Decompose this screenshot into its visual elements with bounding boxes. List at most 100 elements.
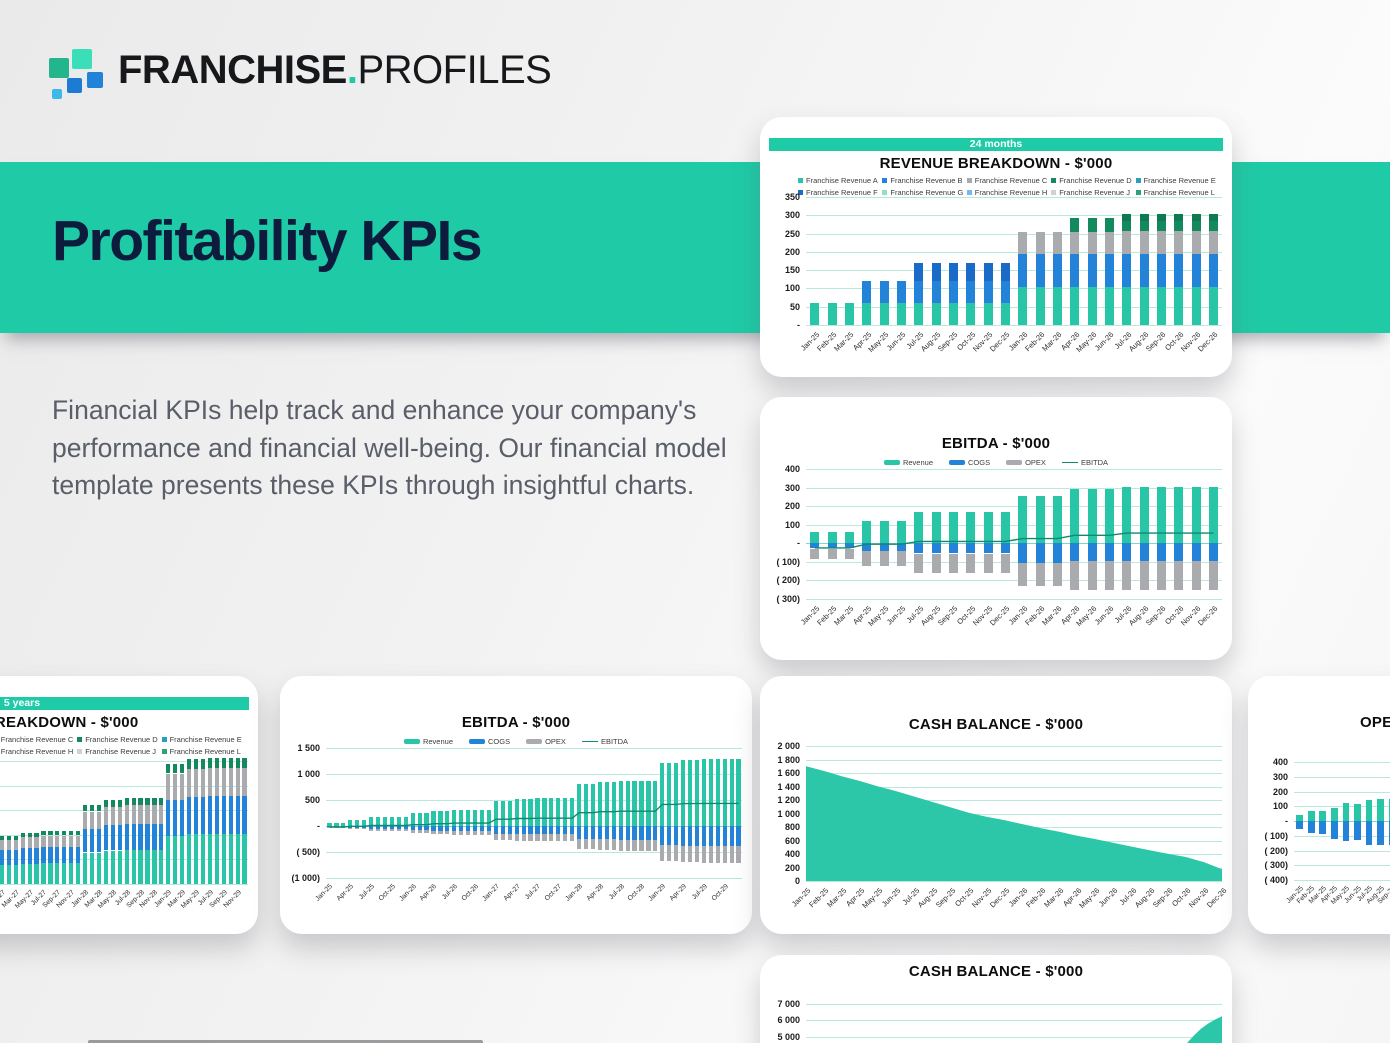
legend-label: Franchise Revenue L	[1143, 188, 1215, 197]
bar-segment	[1018, 543, 1028, 563]
bar-segment	[948, 303, 958, 325]
legend-marker	[949, 460, 965, 465]
bar-segment	[1035, 562, 1045, 586]
y-tick-label: 200	[784, 501, 800, 512]
bar-segment	[948, 281, 958, 303]
bar-segment	[611, 781, 616, 826]
chart-plot: 400 300 200 100-( 100)( 200)( 300)( 400) Jan…	[1264, 757, 1390, 906]
bar-segment	[69, 847, 74, 863]
bar-segment	[389, 828, 394, 831]
bar-segment	[207, 833, 212, 884]
gridline	[806, 813, 1222, 815]
bar-segment	[896, 543, 906, 551]
y-tick-label: 400	[784, 464, 800, 474]
y-tick-label: 400	[1272, 757, 1288, 767]
bar-segment	[479, 826, 485, 831]
legend-label: Franchise Revenue J	[1059, 188, 1131, 197]
bar-segment	[646, 780, 651, 826]
bar-segment	[221, 833, 226, 884]
bar-segment	[1122, 560, 1132, 590]
bar-segment	[528, 799, 533, 826]
bar-segment	[89, 852, 95, 884]
bar-segment	[207, 758, 212, 768]
bar-segment	[131, 798, 136, 806]
bar-segment	[193, 834, 199, 884]
bar-segment	[124, 824, 129, 850]
gridline	[806, 288, 1222, 290]
gridline	[1294, 776, 1390, 778]
bar-segment	[228, 833, 233, 884]
bar-segment	[138, 798, 143, 806]
y-tick-label: 200	[1272, 786, 1288, 797]
legend-label: Franchise Revenue D	[85, 735, 158, 744]
bar-segment	[556, 798, 561, 826]
bar-segment	[382, 817, 388, 826]
bar-segment	[983, 511, 993, 544]
bar-segment	[687, 845, 693, 863]
bar-segment	[708, 846, 713, 863]
bar-segment	[173, 836, 178, 884]
bar-segment	[89, 805, 95, 812]
bar-segment	[1087, 560, 1097, 590]
bar-segment	[355, 819, 360, 826]
legend-item: COGS	[949, 458, 990, 467]
bar-segment	[459, 810, 464, 826]
gridline	[0, 859, 248, 861]
legend-label: Franchise Revenue C	[0, 735, 74, 744]
legend-label: Franchise Revenue C	[974, 176, 1048, 185]
bar-segment	[117, 850, 122, 884]
bar-segment	[810, 543, 820, 549]
bar-segment	[1000, 281, 1010, 303]
bar-segment	[362, 827, 367, 830]
period-badge: 5 years	[0, 697, 249, 710]
bar-segment	[186, 834, 192, 884]
bar-segment	[722, 759, 727, 826]
y-tick-label: 300	[784, 482, 800, 493]
bar-segment	[327, 822, 332, 826]
bar-segment	[862, 303, 872, 325]
bar-segment	[228, 768, 233, 796]
bar-segment	[844, 532, 854, 544]
bar-segment	[914, 303, 924, 325]
y-tick-label: 100	[1272, 801, 1288, 812]
bar-segment	[348, 827, 353, 830]
bar-segment	[355, 827, 360, 830]
bar-segment	[521, 834, 526, 841]
bar-segment	[438, 830, 443, 835]
bar-segment	[1191, 543, 1201, 561]
bar-segment	[214, 833, 219, 884]
bar-segment	[41, 847, 46, 863]
legend-label: Franchise Revenue H	[974, 188, 1048, 197]
bar-segment	[82, 805, 88, 812]
bar-segment	[535, 826, 540, 835]
bar-segment	[708, 826, 713, 846]
bar-segment	[687, 760, 693, 826]
bar-segment	[1296, 815, 1304, 821]
bar-segment	[27, 848, 32, 864]
bar-segment	[186, 759, 192, 769]
y-tick-label: ( 400)	[1264, 875, 1288, 885]
bar-segment	[242, 833, 247, 884]
bar-segment	[235, 833, 240, 884]
bar-segment	[611, 839, 616, 851]
bar-segment	[966, 262, 976, 282]
y-tick-label: 1 500	[297, 743, 320, 753]
bar-segment	[1191, 486, 1201, 544]
y-tick-label: 1 000	[777, 808, 800, 819]
y-tick-label: 5 000	[777, 1032, 800, 1043]
legend-item: Revenue	[403, 737, 453, 746]
bar-segment	[166, 799, 171, 836]
bar-segment	[1018, 562, 1028, 586]
bar-segment	[341, 822, 346, 826]
bar-segment	[1087, 543, 1097, 561]
bar-segment	[221, 768, 226, 796]
logo-square-teal	[72, 49, 92, 69]
bar-segment	[535, 834, 540, 842]
bar-segment	[948, 262, 958, 282]
legend-item: OPEX	[1006, 458, 1046, 467]
bar-segment	[1296, 821, 1304, 830]
bar-segment	[844, 543, 854, 549]
bar-segment	[431, 830, 436, 835]
legend-label: Franchise Revenue F	[806, 188, 878, 197]
bar-segment	[431, 826, 436, 831]
